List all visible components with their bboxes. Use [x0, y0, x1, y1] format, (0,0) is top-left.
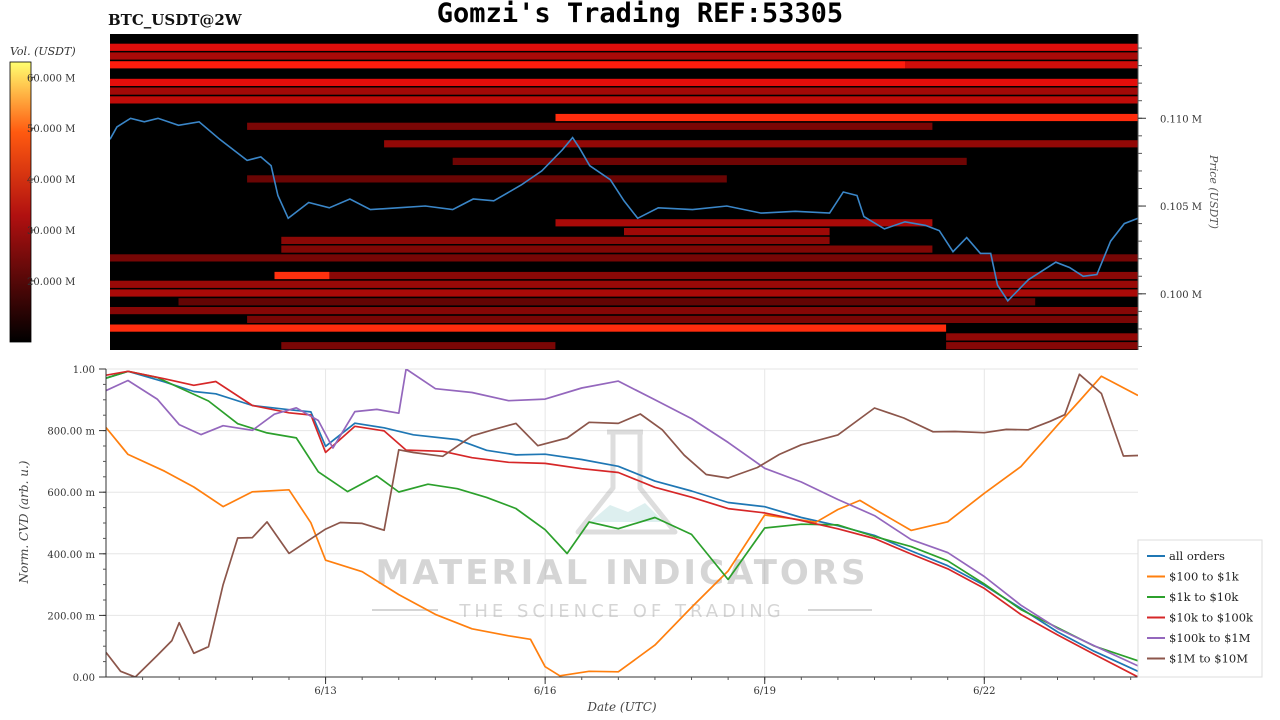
heatmap-band	[452, 157, 967, 165]
colorbar-tick-label: 50.000 M	[27, 124, 75, 135]
cvd-x-axis-label: Date (UTC)	[586, 700, 656, 714]
y-tick-label: 400.00 m	[47, 550, 95, 561]
pair-label: BTC_USDT@2W	[108, 11, 242, 29]
series-line	[106, 370, 1138, 662]
series-line	[106, 373, 1138, 677]
heatmap-band	[110, 78, 1138, 86]
legend-label: $1M to $10M	[1169, 652, 1248, 666]
heatmap-band	[247, 315, 1138, 323]
heatmap-band	[110, 280, 1138, 288]
y-tick-label: 800.00 m	[47, 427, 95, 438]
legend-label: $1k to $10k	[1169, 590, 1239, 604]
heatmap-band	[110, 324, 947, 332]
colorbar-tick-label: 60.000 M	[27, 73, 75, 84]
cvd-panel: MATERIAL INDICATORS THE SCIENCE OF TRADI…	[17, 365, 1138, 714]
y-tick-label: 200.00 m	[47, 611, 95, 622]
heatmap-band	[110, 307, 1138, 315]
heatmap-band	[281, 245, 933, 253]
legend-label: $100k to $1M	[1169, 631, 1251, 645]
series-line	[106, 370, 1138, 677]
heatmap-band	[110, 61, 905, 69]
heatmap-band	[110, 254, 1138, 262]
series-line	[106, 375, 1138, 677]
watermark-brand: MATERIAL INDICATORS	[376, 553, 869, 593]
x-tick-label: 6/22	[973, 686, 995, 697]
y-tick-label: 1.00	[73, 365, 95, 376]
heatmap-band	[905, 61, 1138, 69]
colorbar-tick-label: 40.000 M	[27, 175, 75, 186]
heatmap-band	[624, 228, 830, 236]
heatmap-band	[555, 113, 1138, 122]
heatmap-band	[281, 342, 556, 350]
legend: all orders $100 to $1k $1k to $10k $10k to …	[1137, 539, 1263, 678]
cvd-y-axis-label: Norm. CVD (arb. u.)	[17, 460, 31, 584]
heatmap-band	[110, 289, 1138, 297]
x-tick-label: 6/19	[753, 686, 775, 697]
chart-title: Gomzi's Trading REF:53305	[436, 0, 844, 29]
heatmap-band	[110, 52, 1138, 60]
legend-label: $10k to $100k	[1169, 611, 1254, 625]
heatmap-band	[274, 271, 330, 280]
watermark-tagline: THE SCIENCE OF TRADING	[458, 601, 784, 622]
colorbar-gradient	[9, 61, 32, 343]
heatmap-band	[247, 122, 933, 130]
legend-box	[1137, 539, 1263, 678]
colorbar: Vol. (USDT) 20.000 M 30.000 M 40.000 M 50.0…	[9, 45, 76, 343]
colorbar-label: Vol. (USDT)	[10, 45, 76, 58]
price-tick-label: 0.105 M	[1160, 202, 1202, 213]
heatmap-band	[110, 96, 1138, 104]
legend-label: all orders	[1169, 549, 1225, 563]
price-tick-label: 0.100 M	[1160, 290, 1202, 301]
watermark: MATERIAL INDICATORS THE SCIENCE OF TRADI…	[372, 429, 872, 622]
legend-label: $100 to $1k	[1169, 570, 1240, 584]
colorbar-tick-label: 20.000 M	[27, 277, 75, 288]
flask-icon	[575, 429, 678, 535]
heatmap-band	[555, 219, 933, 227]
x-tick-label: 6/16	[534, 686, 556, 697]
heatmap-band	[274, 271, 1138, 280]
price-axis-label: Price (USDT)	[1207, 154, 1220, 229]
heatmap-band	[946, 333, 1138, 341]
heatmap-panel: 0.100 M 0.105 M 0.110 M Price (USDT)	[110, 34, 1220, 350]
x-tick-label: 6/13	[314, 686, 336, 697]
series-line	[106, 369, 1138, 667]
cvd-plot-area	[106, 369, 1138, 677]
y-tick-label: 600.00 m	[47, 488, 95, 499]
heatmap-band	[247, 175, 727, 183]
price-tick-label: 0.110 M	[1160, 114, 1202, 125]
heatmap-band	[281, 236, 830, 244]
heatmap-band	[110, 43, 1138, 51]
heatmap-band	[178, 298, 1036, 306]
heatmap-band	[110, 87, 1138, 95]
colorbar-tick-label: 30.000 M	[27, 226, 75, 237]
heatmap-background	[110, 34, 1138, 350]
heatmap-band	[384, 140, 1138, 148]
heatmap-band	[946, 342, 1138, 350]
price-line	[110, 117, 1138, 303]
y-tick-label: 0.00	[73, 673, 95, 684]
